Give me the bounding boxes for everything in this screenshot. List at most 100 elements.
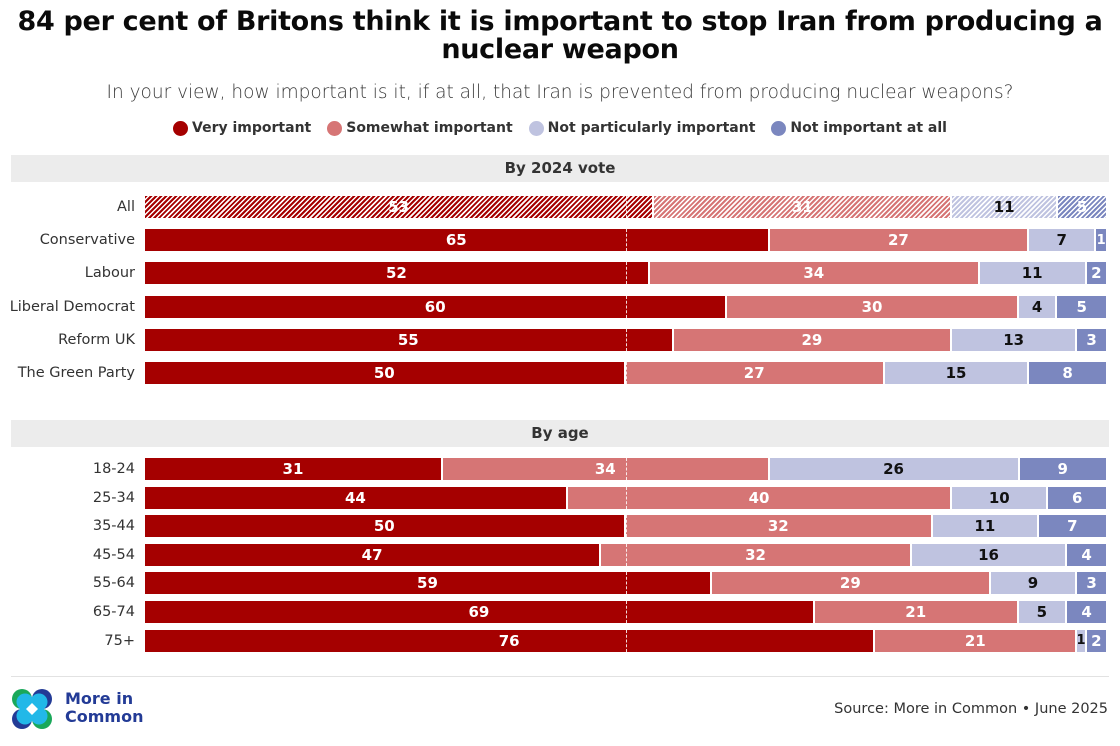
legend-label: Not important at all	[790, 120, 947, 136]
bar-segment-not-important-at-all: 7	[1038, 515, 1106, 538]
value-label: 31	[791, 198, 813, 216]
bar-segment-not-particularly-important: 9	[990, 572, 1078, 595]
bar-segment-very-important: 53	[145, 196, 655, 218]
bar-segment-very-important: 47	[145, 543, 602, 566]
bar-segment-not-particularly-important: 11	[979, 262, 1087, 285]
bar-segment-not-particularly-important: 4	[1018, 295, 1058, 318]
bar-segment-somewhat-important: 29	[673, 328, 953, 351]
row-label-75: 75+	[104, 632, 135, 649]
section-header-by-2024-vote: By 2024 vote	[11, 155, 1109, 182]
legend-swatch-not-particularly-important	[528, 120, 544, 136]
value-label: 2	[1091, 631, 1102, 650]
value-label: 31	[282, 460, 304, 478]
bar-row-75: 76 21 1 2	[145, 629, 1106, 652]
value-label: 4	[1081, 545, 1092, 564]
value-label: 3	[1086, 330, 1097, 349]
bar-segment-not-important-at-all: 2	[1086, 262, 1106, 285]
value-label: 59	[417, 574, 438, 593]
bar-segment-not-important-at-all: 9	[1019, 458, 1106, 480]
value-label: 50	[373, 364, 395, 382]
value-label: 44	[344, 488, 366, 507]
value-label: 1	[1096, 232, 1106, 248]
row-label-the-green-party: The Green Party	[17, 365, 135, 381]
bar-segment-very-important: 65	[145, 229, 770, 252]
more-in-common-logo-icon	[12, 689, 52, 729]
value-label: 11	[993, 198, 1015, 216]
bar-segment-not-important-at-all: 8	[1029, 362, 1106, 384]
row-label-reform-uk: Reform UK	[58, 331, 135, 348]
bar-segment-somewhat-important: 27	[769, 229, 1030, 252]
row-label-all: All	[117, 199, 135, 215]
bar-segment-very-important: 52	[145, 262, 650, 285]
value-label: 34	[594, 460, 616, 478]
row-label-35-44: 35-44	[92, 518, 135, 535]
bar-segment-not-particularly-important: 5	[1018, 601, 1068, 623]
footer-divider	[11, 676, 1109, 677]
bar-segment-very-important: 50	[145, 515, 626, 538]
bar-segment-very-important: 59	[145, 572, 712, 595]
row-label-55-64: 55-64	[92, 575, 135, 592]
legend-swatch-not-important-at-all	[771, 120, 787, 136]
value-label: 6	[1071, 488, 1083, 507]
legend-swatch-somewhat-important	[327, 120, 343, 136]
value-label: 40	[748, 488, 770, 507]
bar-segment-not-particularly-important: 10	[952, 486, 1049, 509]
bar-segment-somewhat-important: 34	[442, 458, 770, 480]
bar-segment-not-particularly-important: 26	[769, 458, 1020, 480]
bar-segment-very-important: 76	[145, 629, 876, 652]
bar-segment-not-particularly-important: 11	[933, 515, 1039, 538]
value-label: 1	[1077, 633, 1086, 649]
bar-row-45-54: 47 32 16 4	[145, 543, 1106, 566]
bar-segment-very-important: 60	[145, 295, 728, 318]
legend-item-very-important: Very important	[173, 120, 311, 136]
value-label: 76	[498, 631, 520, 650]
legend-label: Very important	[192, 120, 312, 136]
bar-segment-not-important-at-all: 5	[1057, 196, 1106, 218]
value-label: 16	[978, 545, 999, 564]
row-label-18-24: 18-24	[92, 461, 135, 477]
bar-segment-not-important-at-all: 3	[1077, 572, 1106, 595]
value-label: 27	[887, 231, 909, 250]
bar-row-35-44: 50 32 11 7	[145, 515, 1106, 538]
bar-row-the-green-party: 50 27 15 8	[145, 362, 1106, 384]
bar-segment-somewhat-important: 31	[654, 196, 953, 218]
bar-segment-not-particularly-important: 1	[1077, 629, 1087, 652]
value-label: 21	[964, 631, 986, 650]
value-label: 11	[1021, 264, 1043, 283]
bar-segment-somewhat-important: 29	[711, 572, 991, 595]
logo-text-line1: More in	[65, 689, 134, 708]
logo-text-line2: Common	[65, 707, 144, 726]
row-label-45-54: 45-54	[92, 546, 135, 563]
value-label: 8	[1062, 364, 1073, 382]
value-label: 47	[361, 545, 383, 564]
value-label: 15	[945, 364, 967, 382]
bar-segment-somewhat-important: 32	[601, 543, 912, 566]
value-label: 2	[1091, 264, 1102, 283]
value-label: 27	[743, 364, 765, 382]
value-label: 9	[1057, 460, 1068, 478]
logo-wordmark: More in Common	[65, 690, 143, 726]
bar-segment-somewhat-important: 32	[625, 515, 934, 538]
source-note: Source: More in Common • June 2025	[834, 701, 1108, 717]
value-label: 65	[445, 231, 467, 250]
bar-segment-not-important-at-all: 5	[1057, 295, 1106, 318]
chart-subtitle: In your view, how important is it, if at…	[106, 82, 1014, 103]
bar-row-55-64: 59 29 9 3	[145, 572, 1106, 595]
bar-segment-very-important: 31	[145, 458, 443, 480]
value-label: 34	[803, 264, 825, 283]
row-label-labour: Labour	[84, 265, 135, 282]
bar-segment-not-particularly-important: 13	[952, 328, 1078, 351]
value-label: 30	[861, 297, 883, 316]
value-label: 60	[424, 297, 446, 316]
bar-segment-very-important: 69	[145, 601, 815, 623]
bar-row-liberal-democrat: 60 30 4 5	[145, 295, 1106, 318]
value-label: 69	[468, 603, 490, 621]
bar-segment-not-important-at-all: 1	[1096, 229, 1106, 252]
value-label: 5	[1076, 297, 1087, 316]
bar-segment-very-important: 55	[145, 328, 674, 351]
value-label: 4	[1031, 297, 1043, 316]
bar-row-25-34: 44 40 10 6	[145, 486, 1106, 509]
bar-segment-somewhat-important: 34	[649, 262, 980, 285]
bar-row-all: 53 31 11 5	[145, 196, 1106, 218]
legend-swatch-very-important	[173, 120, 189, 136]
